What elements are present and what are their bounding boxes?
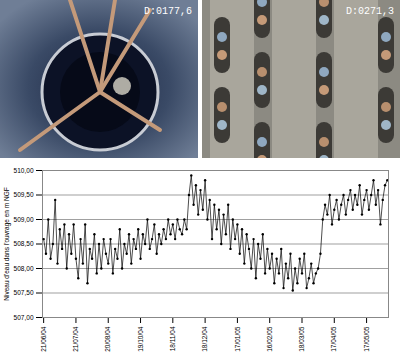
svg-text:510,00: 510,00: [14, 167, 34, 174]
svg-text:20/08/04: 20/08/04: [104, 326, 111, 352]
svg-text:507,00: 507,00: [14, 314, 34, 321]
svg-text:Niveau d'eau dans l'ouvrage en: Niveau d'eau dans l'ouvrage en m NGF: [3, 187, 11, 300]
svg-text:17/01/05: 17/01/05: [233, 326, 240, 352]
svg-text:18/03/05: 18/03/05: [298, 326, 305, 352]
svg-text:21/07/04: 21/07/04: [72, 326, 79, 352]
svg-text:508,00: 508,00: [14, 265, 34, 272]
svg-text:19/10/04: 19/10/04: [137, 326, 144, 352]
svg-text:509,00: 509,00: [14, 216, 34, 223]
svg-text:17/04/05: 17/04/05: [330, 326, 337, 352]
svg-text:509,50: 509,50: [14, 191, 34, 198]
svg-text:508,50: 508,50: [14, 240, 34, 247]
svg-text:18/12/04: 18/12/04: [201, 326, 208, 352]
svg-text:17/05/05: 17/05/05: [363, 326, 370, 352]
svg-text:16/02/05: 16/02/05: [266, 326, 273, 352]
svg-text:21/06/04: 21/06/04: [40, 326, 47, 352]
svg-text:D:0271,3: D:0271,3: [346, 6, 394, 17]
svg-text:507,50: 507,50: [14, 289, 34, 296]
svg-text:18/11/04: 18/11/04: [169, 326, 176, 351]
svg-text:D:0177,6: D:0177,6: [144, 6, 192, 17]
